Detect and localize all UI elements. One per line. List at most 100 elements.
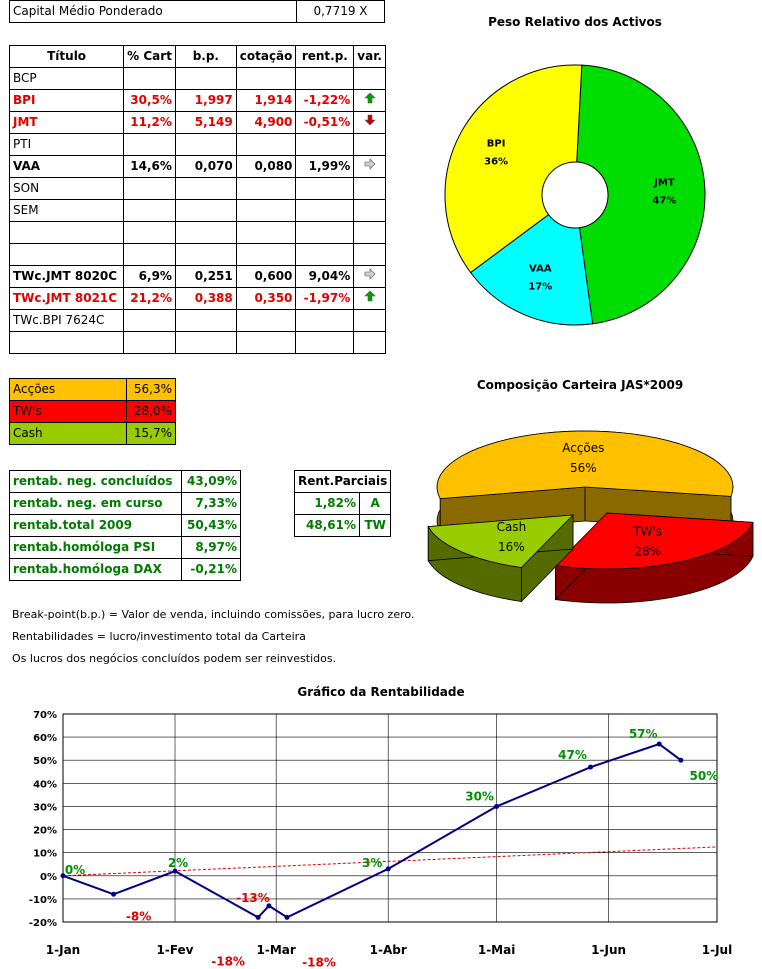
rentab-label: rentab.homóloga PSI	[9, 536, 182, 559]
data-label: 30%	[465, 789, 494, 803]
cell-rent	[295, 199, 355, 222]
y-tick-label: -20%	[29, 918, 57, 929]
rentab-label: rentab.homóloga DAX	[9, 558, 182, 581]
table-row: SEM	[8, 199, 386, 222]
cell-rent: 1,99%	[295, 155, 355, 178]
slice-label: BPI	[487, 139, 506, 150]
cell-bp	[174, 331, 237, 354]
x-tick-label: 1-Abr	[370, 943, 407, 957]
var-cell	[353, 221, 386, 244]
parciais-value: 1,82%	[294, 492, 360, 515]
cell-bp: 1,997	[174, 89, 237, 112]
slice-label: JMT	[653, 177, 675, 188]
x-tick-label: 1-Jan	[46, 943, 80, 957]
table-row	[8, 331, 386, 354]
data-label: 57%	[629, 727, 658, 741]
note-breakpoint: Break-point(b.p.) = Valor de venda, incl…	[12, 608, 415, 621]
cell-name: BPI	[8, 89, 125, 112]
cell-bp	[174, 199, 237, 222]
cell-rent	[295, 309, 355, 332]
cell-pct	[123, 243, 176, 266]
table-row: PTI	[8, 133, 386, 156]
cell-pct	[123, 177, 176, 200]
data-label: -18%	[302, 955, 336, 969]
cell-cot	[235, 331, 297, 354]
x-tick-label: 1-Mai	[478, 943, 515, 957]
rentab-value: 43,09%	[181, 470, 241, 493]
y-tick-label: 60%	[33, 733, 57, 744]
var-cell	[353, 309, 386, 332]
data-label: -18%	[211, 954, 245, 968]
y-tick-label: 50%	[33, 756, 57, 767]
table-row: BCP	[8, 67, 386, 90]
data-label: -13%	[236, 891, 270, 905]
capital-value: 0,7719 X	[296, 0, 385, 23]
x-tick-label: 1-Mar	[257, 943, 296, 957]
cell-bp: 0,070	[174, 155, 237, 178]
note-rentabilidades: Rentabilidades = lucro/investimento tota…	[12, 630, 306, 643]
parciais-table: Rent.Parciais 1,82% A 48,61% TW	[293, 470, 392, 537]
trend-line	[62, 846, 718, 877]
rentab-label: rentab. neg. em curso	[9, 492, 182, 515]
slice3d-tws: TW's 28%	[554, 512, 754, 604]
cell-cot: 4,900	[235, 111, 297, 134]
data-point	[284, 914, 290, 920]
cell-bp: 0,251	[174, 265, 237, 288]
cell-pct	[123, 67, 176, 90]
y-tick-label: 70%	[33, 710, 57, 721]
cell-name	[8, 331, 125, 354]
cell-pct	[123, 133, 176, 156]
cell-rent	[295, 67, 355, 90]
cell-bp	[174, 309, 237, 332]
rentabilidade-chart: -20% -10% 0% 10% 20% 30% 40% 50% 60% 70% 1-Jan 1-Fe…	[29, 710, 732, 969]
parciais-value: 48,61%	[294, 514, 360, 537]
cell-bp	[174, 177, 237, 200]
data-label: 2%	[168, 856, 188, 870]
var-cell	[353, 331, 386, 354]
cell-pct: 11,2%	[123, 111, 176, 134]
cell-name: VAA	[8, 155, 125, 178]
data-point	[656, 741, 662, 747]
cell-pct	[123, 309, 176, 332]
table-row: VAA 14,6% 0,070 0,080 1,99%	[8, 155, 386, 178]
rentab-table: rentab. neg. concluídos 43,09% rentab. ne…	[9, 470, 241, 581]
var-cell	[353, 199, 386, 222]
var-up-arrow-icon	[353, 287, 386, 310]
portfolio-header-row: Título % Cart b.p. cotação rent.p. var.	[8, 45, 386, 68]
cell-cot	[235, 67, 297, 90]
rentab-value: -0,21%	[181, 558, 241, 581]
rentab-label: rentab. neg. concluídos	[9, 470, 182, 493]
table-row: TWc.JMT 8020C 6,9% 0,251 0,600 9,04%	[8, 265, 386, 288]
alloc-row-cash: Cash 15,7%	[9, 422, 176, 445]
cell-name: TWc.BPI 7624C	[8, 309, 125, 332]
cell-pct	[123, 331, 176, 354]
slice3d-aces: Acções 56%	[436, 430, 734, 534]
cell-rent: -1,22%	[295, 89, 355, 112]
composicao-chart: Acções 56% TW's 28% Cash 16%	[427, 430, 754, 604]
cell-cot	[235, 133, 297, 156]
cell-cot	[235, 309, 297, 332]
cell-pct: 6,9%	[123, 265, 176, 288]
cell-rent	[295, 221, 355, 244]
y-tick-label: 0%	[40, 872, 57, 883]
y-tick-label: -10%	[29, 895, 57, 906]
col-cotacao: cotação	[235, 45, 297, 68]
rentab-label: rentab.total 2009	[9, 514, 182, 537]
alloc-value: 28,0%	[126, 400, 176, 423]
cell-name: BCP	[8, 67, 125, 90]
cell-cot	[235, 177, 297, 200]
cell-cot: 0,600	[235, 265, 297, 288]
data-label: -8%	[126, 909, 151, 923]
portfolio-body: BCP BPI 30,5% 1,997 1,914 -1,22% JMT 11,2% 5,149…	[8, 67, 386, 354]
slice-pct-label: 16%	[498, 540, 525, 554]
slice-jmt	[576, 64, 706, 325]
rentab-value: 7,33%	[181, 492, 241, 515]
x-tick-label: 1-Fev	[157, 943, 194, 957]
slice-label: VAA	[529, 264, 552, 275]
cell-name	[8, 243, 125, 266]
portfolio-table: Título % Cart b.p. cotação rent.p. var. …	[8, 45, 386, 354]
cell-name: SON	[8, 177, 125, 200]
cell-pct: 21,2%	[123, 287, 176, 310]
cell-cot: 0,080	[235, 155, 297, 178]
cell-rent: -0,51%	[295, 111, 355, 134]
